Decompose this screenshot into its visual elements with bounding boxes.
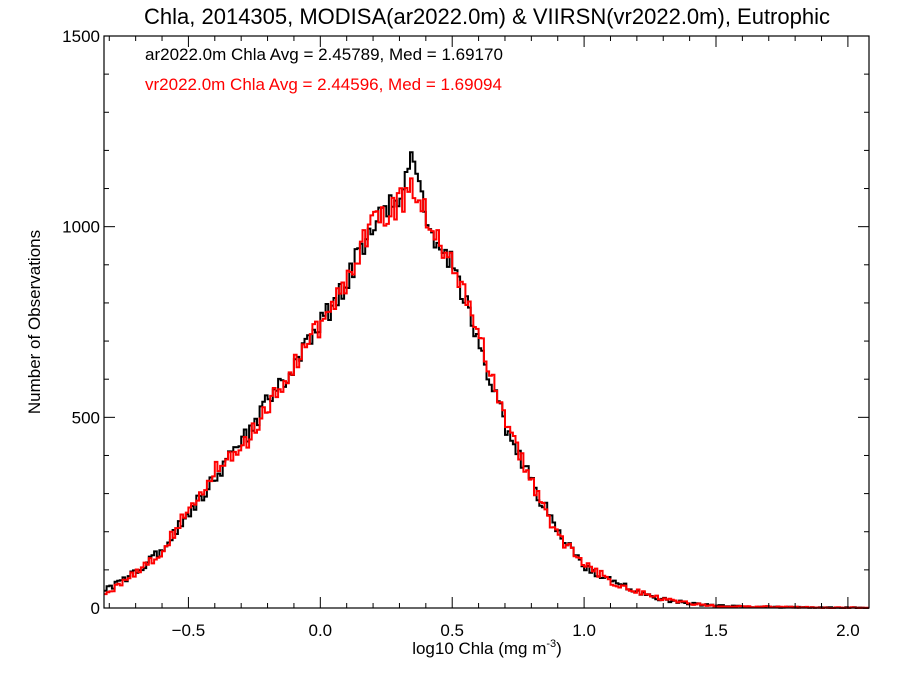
y-tick-label: 1500 xyxy=(62,27,100,46)
x-tick-label: 1.0 xyxy=(572,621,596,640)
y-tick-label: 1000 xyxy=(62,218,100,237)
x-tick-label: −0.5 xyxy=(172,621,206,640)
axes: −0.5 0.0 0.5 1.0 1.5 2.0 0 500 1000 1500 xyxy=(62,27,870,640)
legend-entry-vr2022: vr2022.0m Chla Avg = 2.44596, Med = 1.69… xyxy=(145,75,502,94)
x-axis-label-superscript: -3 xyxy=(546,638,556,650)
y-axis-label: Number of Observations xyxy=(25,230,44,414)
x-tick-label: 2.0 xyxy=(836,621,860,640)
y-tick-label: 500 xyxy=(72,408,100,427)
series-line-vr2022.0m xyxy=(104,177,869,609)
x-tick-label: 1.5 xyxy=(704,621,728,640)
x-axis-label-close: ) xyxy=(556,639,562,658)
x-tick-label: 0.0 xyxy=(308,621,332,640)
plot-frame xyxy=(103,35,870,609)
x-axis-label-main: log10 Chla (mg m xyxy=(412,639,546,658)
legend-entry-ar2022: ar2022.0m Chla Avg = 2.45789, Med = 1.69… xyxy=(145,45,503,64)
x-tick-label: 0.5 xyxy=(440,621,464,640)
y-tick-label: 0 xyxy=(91,599,100,618)
plot-area xyxy=(104,151,869,609)
x-axis-label: log10 Chla (mg m-3) xyxy=(412,638,562,658)
chart-title: Chla, 2014305, MODISA(ar2022.0m) & VIIRS… xyxy=(144,4,830,29)
